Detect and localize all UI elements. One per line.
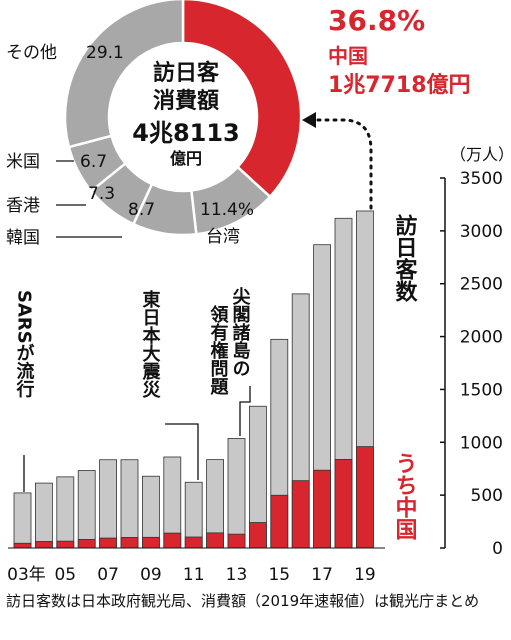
y-tick-label-6: 3000	[460, 222, 503, 242]
label-hk-name: 香港	[6, 196, 40, 216]
bar-china-13	[227, 533, 246, 549]
bar-total-08	[120, 459, 139, 549]
y-tick-label-7: 3500	[460, 169, 503, 189]
bar-china-04	[35, 541, 53, 549]
label-taiwan-name: 台湾	[206, 227, 240, 247]
source-note: 訪日客数は日本政府観光局、消費額（2019年速報値）は観光庁まとめ	[6, 592, 480, 610]
y-tick-label-4: 2000	[460, 328, 503, 348]
bar-china-10	[163, 532, 182, 549]
bar-china-08	[120, 537, 139, 549]
donut-center-title-2: 消費額	[153, 88, 219, 114]
annotation-earthquake-line	[165, 423, 199, 480]
connector-arrow-head	[302, 112, 316, 128]
label-korea-name: 韓国	[6, 228, 40, 248]
annotation-senkaku-line	[239, 386, 251, 436]
y-tick-label-1: 500	[471, 486, 503, 506]
y-axis-unit: （万人）	[450, 145, 511, 164]
bar-china-18	[334, 459, 353, 549]
x-tick-label-3: 09	[140, 565, 162, 585]
annotation-sars: SARSが流行	[14, 290, 36, 398]
bar-china-19	[355, 446, 374, 549]
label-other-name: その他	[6, 43, 57, 63]
bar-china-09	[141, 536, 160, 549]
bar-china-12	[206, 532, 225, 549]
donut-chart	[63, 0, 303, 237]
x-tick-label-6: 15	[268, 565, 290, 585]
label-usa-name: 米国	[6, 152, 40, 172]
x-tick-label-4: 11	[183, 565, 205, 585]
x-tick-label-5: 13	[226, 565, 248, 585]
label-korea-value: 8.7	[128, 200, 155, 220]
bar-total-07	[99, 459, 117, 549]
x-axis-ticks: 03年 05 07 09 11 13 15 17 19	[7, 565, 376, 585]
y-tick-label-0: 0	[492, 539, 503, 559]
donut-center-total: 4兆8113	[132, 119, 240, 147]
label-usa-value: 6.7	[80, 152, 107, 172]
bar-china-17	[313, 469, 332, 549]
label-taiwan-value: 11.4%	[200, 200, 254, 220]
annotation-senkaku-2: 領有権問題	[208, 304, 229, 396]
label-leader-lines	[56, 160, 122, 238]
bar-china-11	[184, 536, 203, 549]
bar-china-07	[99, 537, 117, 549]
x-tick-label-7: 17	[311, 565, 333, 585]
y-tick-label-5: 2500	[460, 275, 503, 295]
donut-slice-5	[63, 0, 185, 149]
china-share-label: 36.8%	[328, 4, 425, 37]
series-label-visitors: 訪日客数	[392, 213, 418, 303]
bar-china-16	[291, 480, 310, 549]
donut-slice-0	[181, 0, 303, 199]
x-tick-label-0: 03年	[7, 565, 46, 585]
label-hk-value: 7.3	[88, 184, 115, 204]
connector-arrow-line	[312, 118, 373, 210]
x-tick-label-1: 05	[54, 565, 76, 585]
china-amount-label: 1兆7718億円	[328, 72, 471, 98]
bar-total-06	[77, 470, 96, 549]
bar-china-06	[77, 539, 96, 549]
series-label-china: うち中国	[392, 452, 417, 541]
china-name-label: 中国	[328, 44, 368, 68]
donut-center-title-1: 訪日客	[153, 60, 220, 86]
bar-china-05	[56, 540, 75, 549]
bar-total-05	[56, 476, 75, 549]
bar-total-04	[35, 482, 53, 549]
bars	[8, 210, 385, 549]
bar-china-03	[13, 542, 32, 549]
x-tick-label-2: 07	[97, 565, 119, 585]
bar-total-13	[227, 438, 246, 549]
bar-china-15	[270, 494, 289, 549]
annotation-earthquake: 東日本大震災	[140, 289, 161, 399]
y-tick-label-2: 1000	[460, 433, 503, 453]
annotation-senkaku-1: 尖閣諸島の	[230, 286, 251, 377]
label-other-value: 29.1	[86, 43, 124, 63]
bar-china-14	[248, 522, 267, 549]
bar-total-03	[13, 492, 32, 549]
y-tick-label-3: 1500	[460, 380, 503, 400]
y-axis-ticks: 0 500 1000 1500 2000 2500 3000 3500	[440, 169, 503, 559]
x-tick-label-8: 19	[354, 565, 376, 585]
donut-center-unit: 億円	[170, 149, 202, 168]
